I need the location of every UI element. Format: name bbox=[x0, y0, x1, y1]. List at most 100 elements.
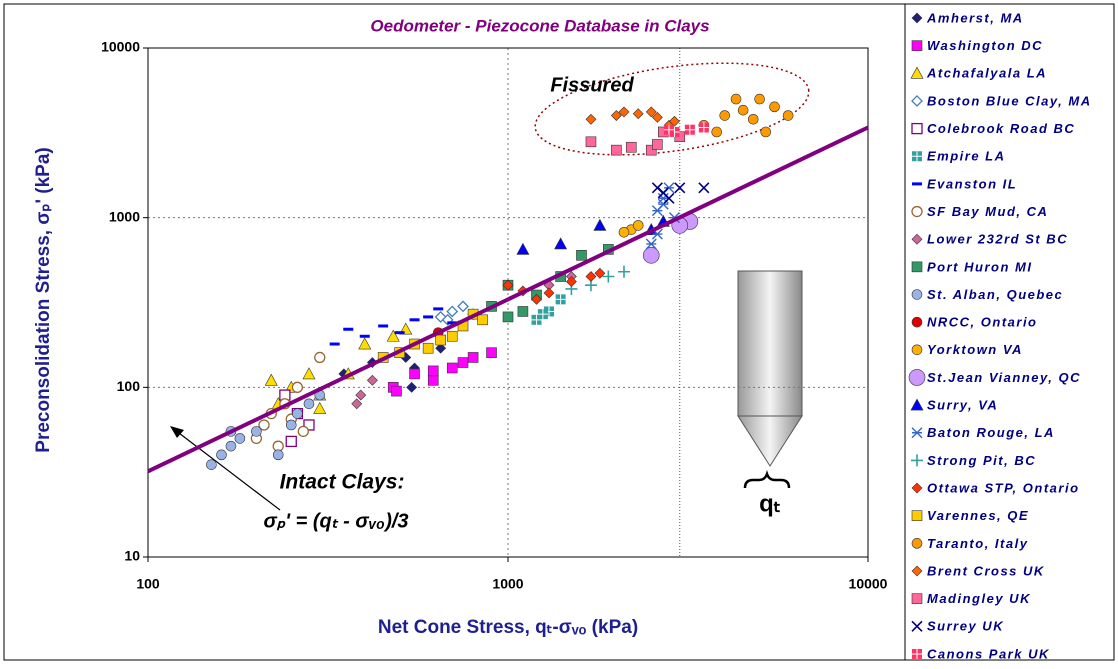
fissured-ellipse bbox=[534, 62, 810, 156]
marker bbox=[698, 122, 709, 133]
marker bbox=[435, 334, 446, 346]
legend-label: Port Huron MI bbox=[927, 259, 1032, 274]
legend-label: Boston Blue Clay, MA bbox=[927, 93, 1092, 108]
marker bbox=[760, 126, 772, 138]
legend-label: Yorktown VA bbox=[927, 342, 1023, 357]
marker bbox=[502, 311, 514, 323]
marker bbox=[355, 389, 367, 401]
marker bbox=[594, 267, 606, 279]
marker bbox=[911, 593, 923, 604]
marker bbox=[585, 271, 597, 282]
legend-label: St. Alban, Quebec bbox=[927, 287, 1063, 302]
marker bbox=[674, 182, 686, 194]
marker bbox=[911, 538, 923, 549]
legend-label: Brent Cross UK bbox=[927, 563, 1045, 578]
x-tick-label: 1000 bbox=[492, 576, 523, 592]
annotation: Fissured bbox=[550, 74, 634, 96]
marker bbox=[642, 247, 660, 264]
legend-label: Washington DC bbox=[927, 38, 1043, 53]
legend-label: Surrey UK bbox=[927, 619, 1004, 634]
marker bbox=[358, 337, 372, 350]
marker bbox=[911, 565, 923, 577]
marker bbox=[302, 367, 316, 380]
marker bbox=[657, 187, 669, 199]
marker bbox=[719, 110, 731, 121]
marker bbox=[477, 314, 488, 326]
marker bbox=[272, 449, 284, 461]
marker bbox=[911, 289, 923, 300]
marker bbox=[516, 242, 530, 255]
marker bbox=[531, 293, 542, 305]
y-tick-label: 1000 bbox=[109, 208, 140, 224]
marker bbox=[911, 40, 923, 51]
marker bbox=[711, 126, 723, 138]
marker bbox=[264, 373, 278, 386]
marker bbox=[258, 419, 270, 431]
marker bbox=[610, 110, 622, 121]
marker bbox=[576, 250, 587, 261]
marker bbox=[911, 205, 923, 218]
marker bbox=[912, 648, 922, 659]
marker bbox=[618, 226, 630, 238]
marker bbox=[912, 151, 922, 162]
marker bbox=[435, 342, 447, 354]
marker bbox=[651, 111, 663, 123]
marker bbox=[698, 182, 710, 194]
marker bbox=[911, 427, 923, 439]
legend-label: Varennes, QE bbox=[927, 508, 1029, 523]
marker bbox=[911, 12, 923, 24]
marker bbox=[911, 316, 923, 328]
marker bbox=[391, 385, 402, 397]
marker bbox=[409, 368, 420, 380]
marker bbox=[531, 314, 542, 325]
marker bbox=[585, 113, 597, 125]
marker bbox=[554, 237, 568, 250]
annotation-arrow bbox=[174, 429, 281, 511]
marker bbox=[632, 108, 644, 120]
marker bbox=[645, 106, 657, 118]
marker bbox=[737, 104, 749, 116]
y-tick-label: 100 bbox=[117, 378, 141, 394]
marker bbox=[216, 449, 227, 461]
marker bbox=[292, 408, 303, 419]
legend-label: Amherst, MA bbox=[926, 10, 1024, 25]
marker bbox=[555, 294, 566, 305]
annotation: σₚ' = (qₜ - σᵥₒ)/3 bbox=[263, 510, 408, 532]
legend-label: Strong Pit, BC bbox=[927, 453, 1036, 468]
marker bbox=[602, 270, 615, 283]
marker bbox=[645, 238, 657, 250]
legend-label: Canons Park UK bbox=[927, 646, 1050, 661]
marker bbox=[684, 124, 695, 135]
y-tick-label: 10000 bbox=[101, 39, 140, 55]
annotation: Intact Clays: bbox=[280, 471, 405, 494]
legend-label: Madingley UK bbox=[927, 591, 1031, 606]
marker bbox=[446, 362, 458, 374]
marker bbox=[911, 454, 923, 467]
marker bbox=[422, 342, 434, 354]
marker bbox=[543, 287, 555, 299]
marker bbox=[502, 279, 514, 291]
marker bbox=[446, 330, 458, 342]
marker bbox=[291, 381, 304, 393]
marker bbox=[457, 357, 469, 368]
x-tick-label: 100 bbox=[136, 576, 160, 592]
marker bbox=[663, 124, 674, 135]
marker bbox=[669, 115, 680, 127]
marker bbox=[351, 398, 363, 410]
marker bbox=[618, 106, 630, 118]
marker bbox=[251, 426, 262, 437]
marker bbox=[537, 309, 548, 320]
marker bbox=[225, 440, 237, 452]
y-axis-label: Preconsolidation Stress, σₚ' (kPa) bbox=[33, 147, 54, 452]
legend-label: Atchafalyala LA bbox=[926, 66, 1047, 81]
marker bbox=[730, 93, 742, 105]
marker bbox=[427, 365, 439, 377]
marker bbox=[313, 401, 327, 414]
marker bbox=[625, 141, 637, 153]
marker bbox=[769, 101, 780, 113]
legend-label: St.Jean Vianney, QC bbox=[927, 370, 1081, 385]
marker bbox=[910, 398, 924, 411]
marker bbox=[617, 265, 630, 278]
